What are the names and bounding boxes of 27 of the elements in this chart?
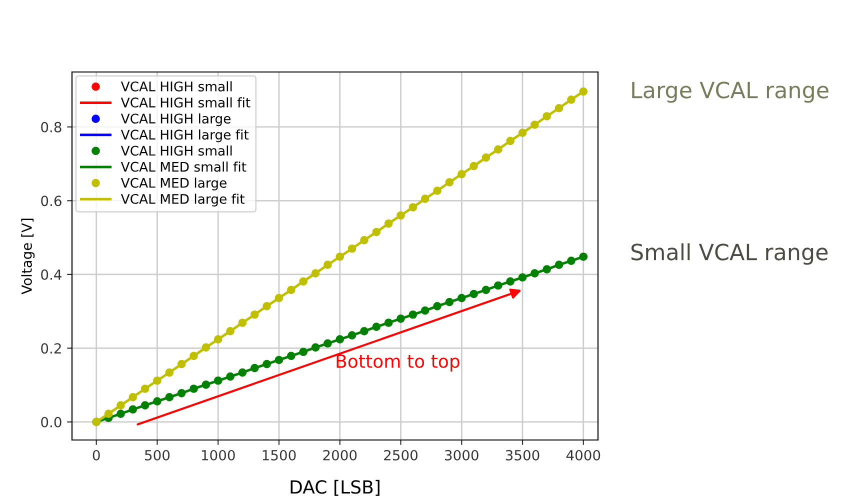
- legend-label: VCAL MED large: [120, 178, 226, 190]
- x-tick-label: 2500: [384, 450, 418, 460]
- x-tick-label: 1000: [202, 450, 235, 460]
- x-tick-label: 1500: [262, 450, 296, 460]
- annotation: Bottom to top: [336, 354, 460, 372]
- legend-label: VCAL MED large fit: [120, 194, 245, 206]
- legend-label: VCAL HIGH small fit: [120, 97, 250, 108]
- legend-label: VCAL MED small fit: [120, 162, 246, 172]
- text: Large VCAL range: [632, 82, 828, 103]
- y-tick-label: 0.0: [41, 416, 62, 428]
- legend-label: VCAL HIGH small: [120, 81, 232, 92]
- y-tick-label: 0.6: [41, 196, 62, 206]
- y-tick-label: 0.2: [41, 343, 61, 354]
- x-tick-label: 500: [145, 450, 170, 460]
- y-tick-label: 0.8: [41, 122, 62, 132]
- y-tick-label: 0.4: [41, 269, 62, 280]
- legend-label: VCAL HIGH small: [120, 146, 232, 156]
- x-tick-label: 0: [92, 450, 100, 460]
- text: Small VCAL range: [631, 243, 828, 265]
- x-tick-label: 3000: [445, 450, 478, 460]
- x-axis-title: DAC [LSB]: [290, 480, 380, 496]
- x-tick-label: 3500: [506, 450, 540, 460]
- y-axis-title: Voltage [V]: [21, 218, 35, 294]
- x-tick-label: 2000: [323, 450, 357, 460]
- x-tick-label: 4000: [566, 450, 600, 460]
- legend-label: VCAL HIGH large fit: [120, 129, 249, 142]
- legend-label: VCAL HIGH large: [120, 113, 231, 126]
